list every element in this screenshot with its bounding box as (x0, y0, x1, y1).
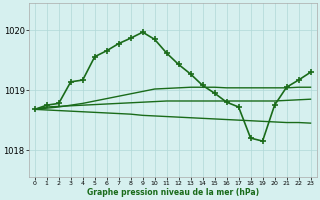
X-axis label: Graphe pression niveau de la mer (hPa): Graphe pression niveau de la mer (hPa) (87, 188, 259, 197)
